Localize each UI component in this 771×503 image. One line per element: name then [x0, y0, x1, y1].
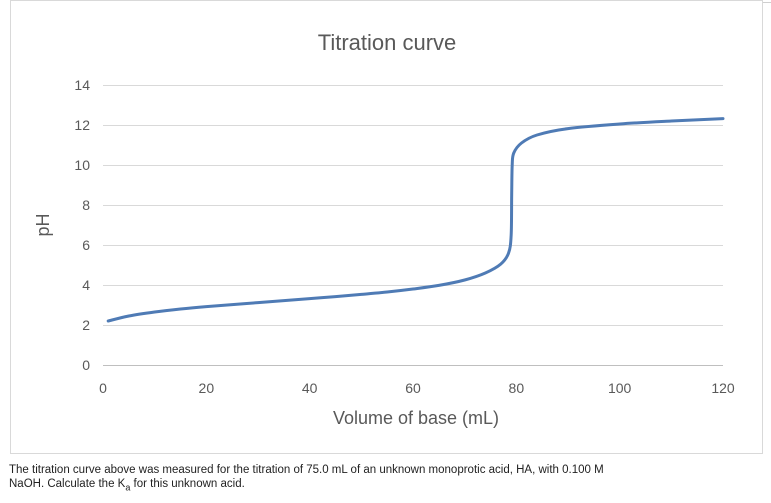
x-tick-label: 100 [608, 380, 632, 396]
caption-line-1: The titration curve above was measured f… [9, 464, 604, 476]
caption-line-2-start: NaOH. Calculate the K [9, 478, 126, 490]
y-tick-labels: 0 2 4 6 8 10 12 14 [74, 77, 90, 373]
x-tick-label: 0 [99, 380, 107, 396]
y-tick-label: 6 [82, 237, 90, 253]
series-group [106, 117, 725, 323]
caption-subscript: a [125, 482, 131, 493]
caption-line-2-end: for this unknown acid. [130, 478, 245, 490]
x-tick-label: 80 [509, 380, 525, 396]
y-tick-label: 2 [82, 317, 90, 333]
y-axis-label: pH [33, 213, 53, 236]
chart-title: Titration curve [318, 30, 457, 55]
question-caption: The titration curve above was measured f… [9, 463, 759, 494]
y-tick-label: 0 [82, 357, 90, 373]
x-tick-label: 40 [302, 380, 318, 396]
caption-line-2: NaOH. Calculate the Ka for this unknown … [9, 477, 759, 494]
gridlines [103, 85, 723, 366]
series-line [106, 117, 725, 323]
chart-border [10, 0, 763, 454]
x-tick-labels: 0 20 40 60 80 100 120 [99, 380, 735, 396]
x-axis-label: Volume of base (mL) [333, 408, 499, 428]
y-tick-label: 14 [74, 77, 90, 93]
y-tick-label: 12 [74, 117, 90, 133]
x-tick-label: 20 [199, 380, 215, 396]
y-tick-label: 10 [74, 157, 90, 173]
x-tick-label: 120 [711, 380, 735, 396]
x-tick-label: 60 [405, 380, 421, 396]
y-tick-label: 8 [82, 197, 90, 213]
y-tick-label: 4 [82, 277, 90, 293]
